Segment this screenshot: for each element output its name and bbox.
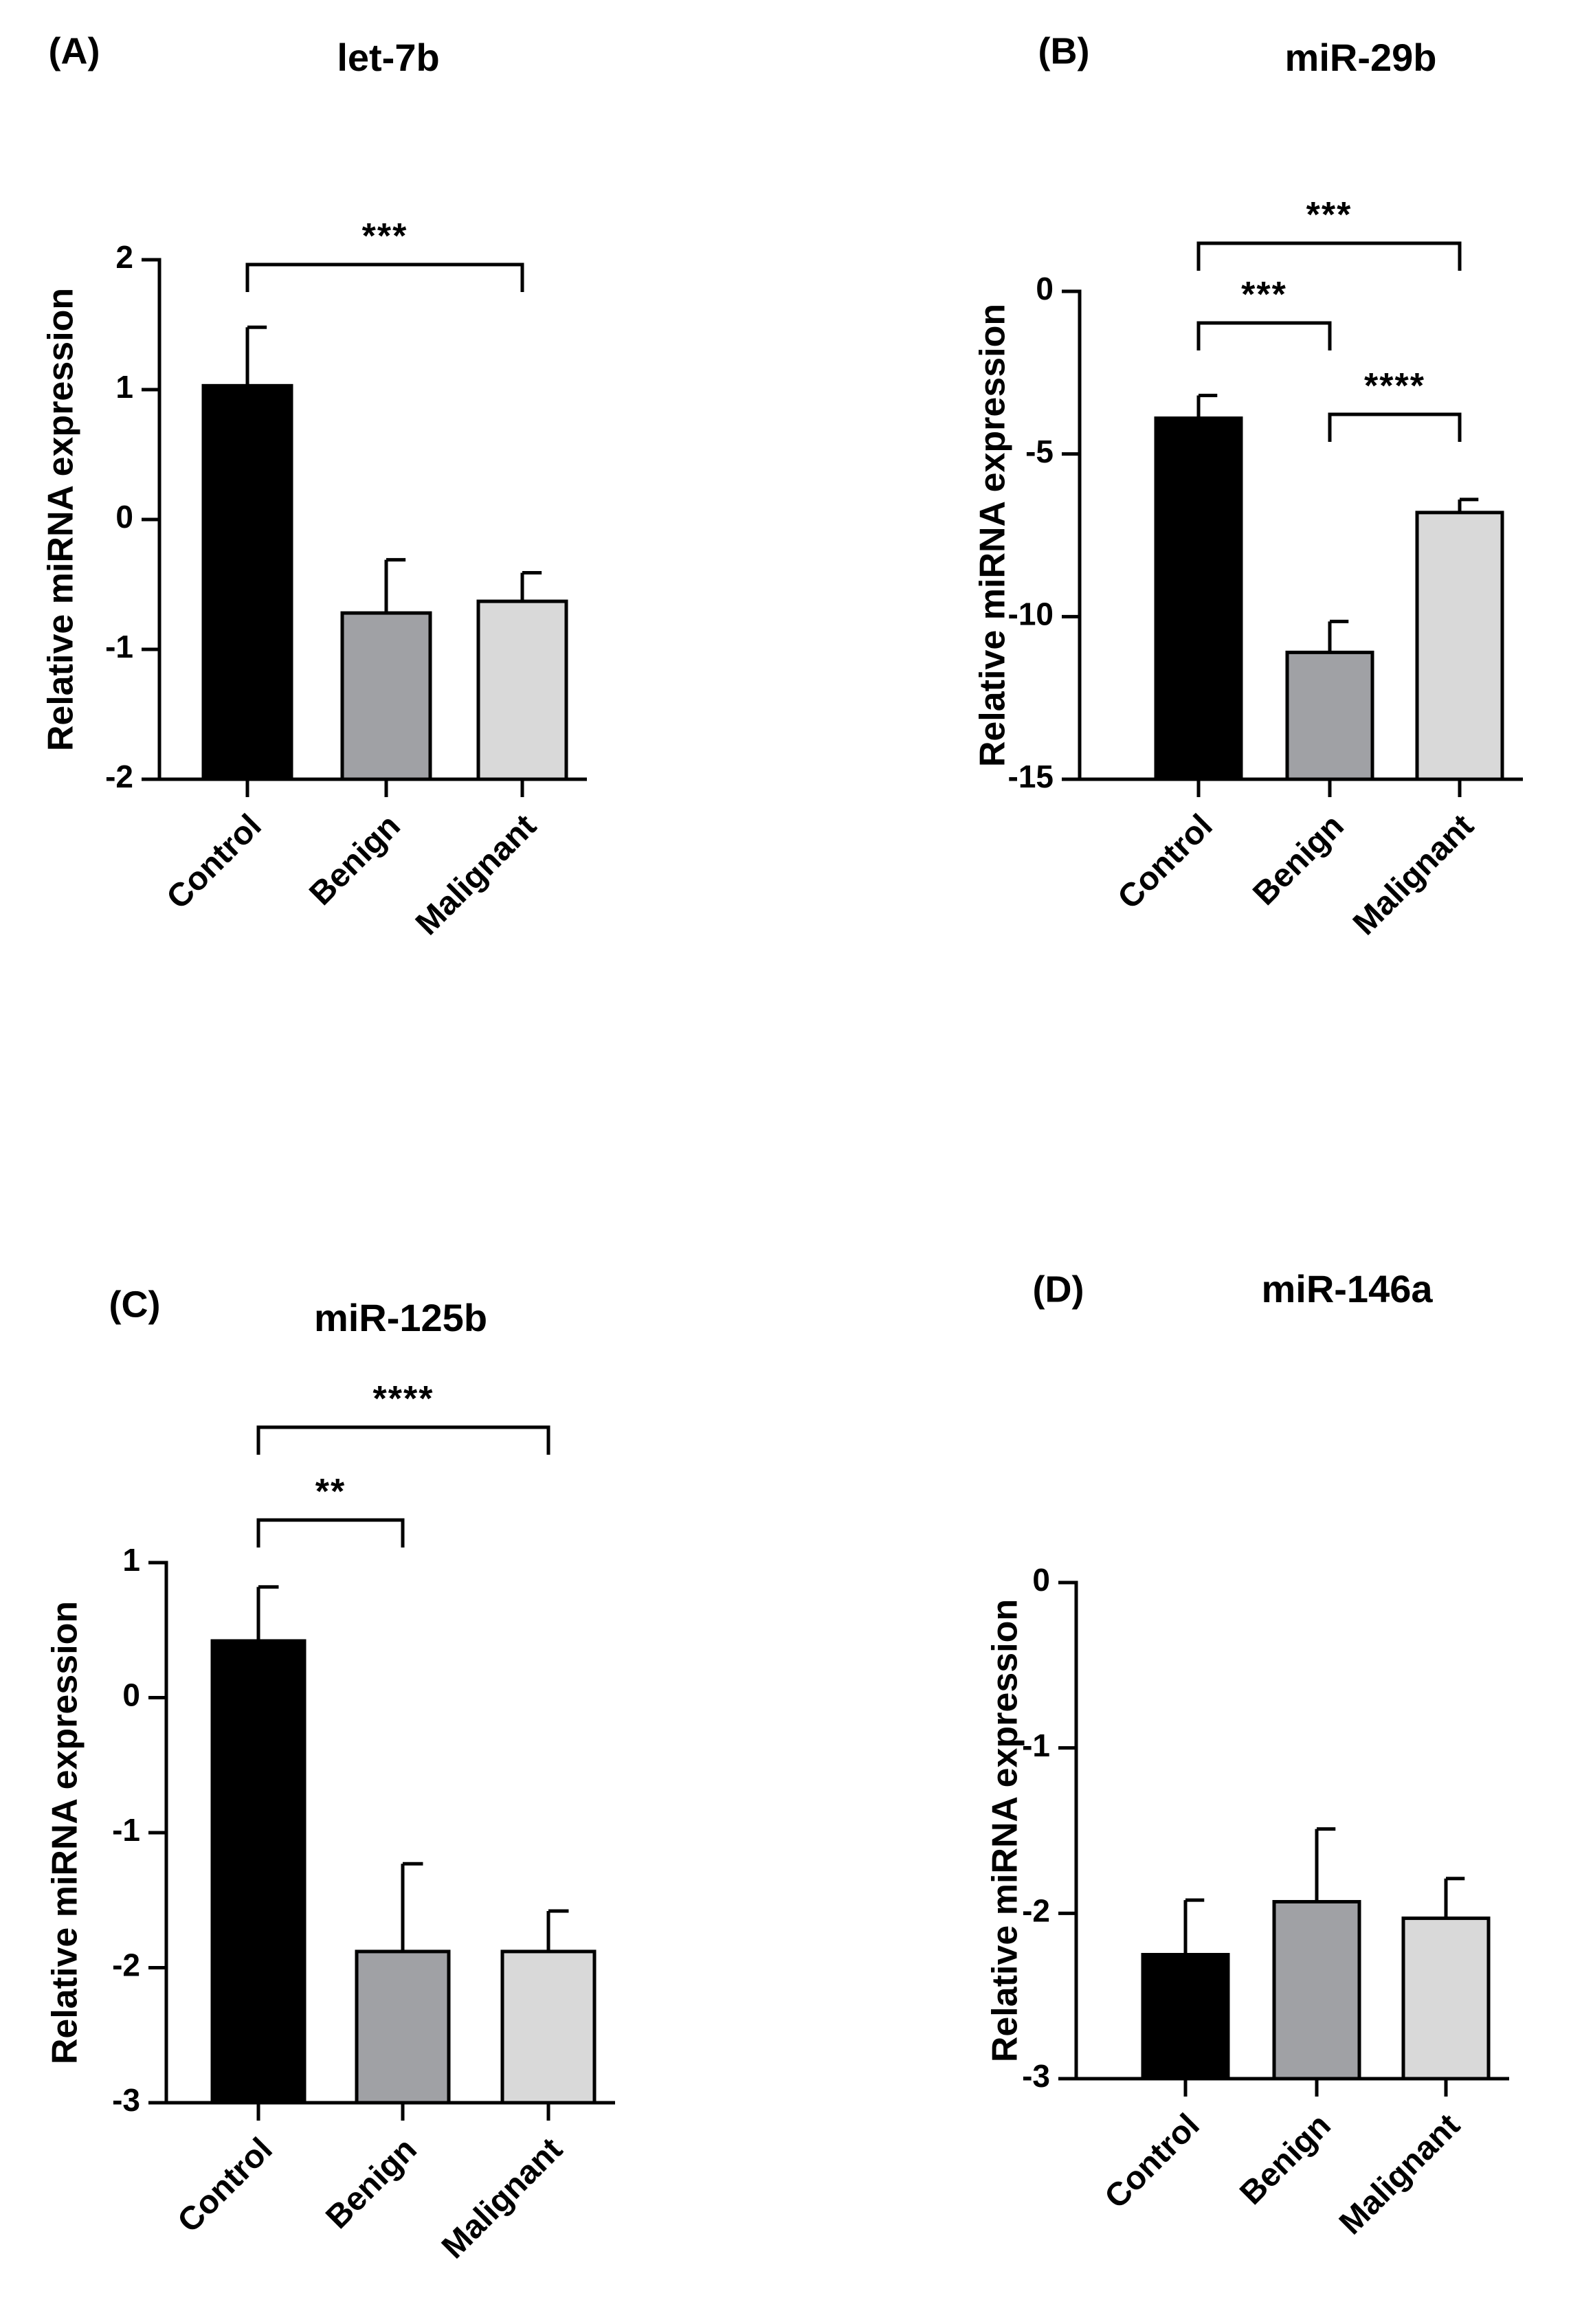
bar-benign [340, 611, 432, 781]
bar-control [1141, 1953, 1230, 2081]
bar-benign [1272, 1899, 1361, 2081]
significance-bracket [245, 262, 524, 292]
x-tick-label: Control [171, 2131, 280, 2239]
y-tick-label: 0 [122, 1677, 140, 1713]
x-tick-label: Malignant [1333, 2107, 1467, 2242]
y-tick-label: -1 [105, 629, 133, 664]
significance-label: **** [373, 1379, 434, 1419]
y-tick-label: 1 [115, 369, 133, 405]
significance-bracket [256, 1425, 550, 1455]
chart-title: miR-125b [314, 1296, 487, 1339]
bar-benign [355, 1949, 451, 2105]
chart-let-7b: (A) let-7b Relative miRNA expression 2 1 0 -1 -… [41, 30, 587, 942]
significance-label: *** [1241, 275, 1287, 315]
y-axis-label: Relative miRNA expression [985, 1599, 1025, 2062]
x-tick-label: Control [1098, 2107, 1207, 2215]
significance-bracket [256, 1518, 405, 1548]
bar-benign [1285, 650, 1374, 781]
chart-title: miR-146a [1261, 1267, 1433, 1310]
y-tick-label: 0 [115, 499, 133, 535]
bar-malignant [1401, 1917, 1491, 2081]
chart-miR-125b: (C) miR-125b Relative miRNA expression 1 0 -1… [45, 1284, 615, 2266]
y-tick-label: 1 [122, 1542, 140, 1578]
y-tick-label: 0 [1032, 1562, 1050, 1598]
x-tick-label: Benign [319, 2131, 424, 2236]
significance-label: *** [1306, 195, 1352, 235]
chart-title: miR-29b [1285, 36, 1437, 79]
bar-malignant [476, 599, 568, 781]
significance-bracket [1328, 412, 1462, 442]
y-tick-label: 2 [115, 239, 133, 275]
y-tick-label: -1 [1022, 1728, 1050, 1763]
y-tick-label: -2 [105, 759, 133, 794]
panel-label: (C) [109, 1284, 161, 1325]
y-axis-label: Relative miRNA expression [45, 1601, 85, 2064]
y-tick-label: 0 [1036, 271, 1054, 306]
chart-title: let-7b [337, 36, 439, 79]
panel-label: (A) [49, 30, 100, 71]
panel-label: (B) [1038, 30, 1090, 71]
significance-label: *** [362, 216, 408, 256]
x-tick-label: Benign [302, 807, 408, 913]
y-tick-label: -3 [112, 2082, 140, 2118]
y-tick-label: -2 [112, 1947, 140, 1983]
significance-label: ** [315, 1472, 346, 1512]
bar-control [1154, 416, 1243, 781]
x-tick-label: Control [160, 807, 269, 916]
bar-control [210, 1639, 307, 2105]
x-tick-label: Control [1111, 807, 1220, 916]
x-tick-label: Benign [1233, 2107, 1338, 2212]
y-tick-label: -10 [1008, 596, 1054, 632]
x-tick-label: Malignant [409, 807, 544, 942]
significance-label: **** [1364, 366, 1425, 406]
y-tick-label: -15 [1008, 759, 1054, 794]
y-tick-label: -5 [1025, 434, 1054, 469]
x-tick-label: Benign [1246, 807, 1351, 913]
significance-bracket [1196, 241, 1462, 271]
y-axis-label: Relative miRNA expression [41, 288, 81, 751]
y-tick-label: -3 [1022, 2058, 1050, 2094]
y-tick-label: -2 [1022, 1892, 1050, 1928]
bar-malignant [1415, 511, 1504, 781]
x-tick-label: Malignant [1346, 807, 1481, 942]
y-tick-label: -1 [112, 1812, 140, 1848]
panel-label: (D) [1033, 1269, 1084, 1310]
x-tick-label: Malignant [435, 2131, 570, 2266]
y-axis-label: Relative miRNA expression [973, 304, 1013, 767]
chart-miR-29b: (B) miR-29b Relative miRNA expression 0 -5 -1… [973, 30, 1523, 942]
bar-control [201, 383, 293, 781]
bar-malignant [500, 1949, 597, 2105]
significance-bracket [1196, 321, 1332, 350]
